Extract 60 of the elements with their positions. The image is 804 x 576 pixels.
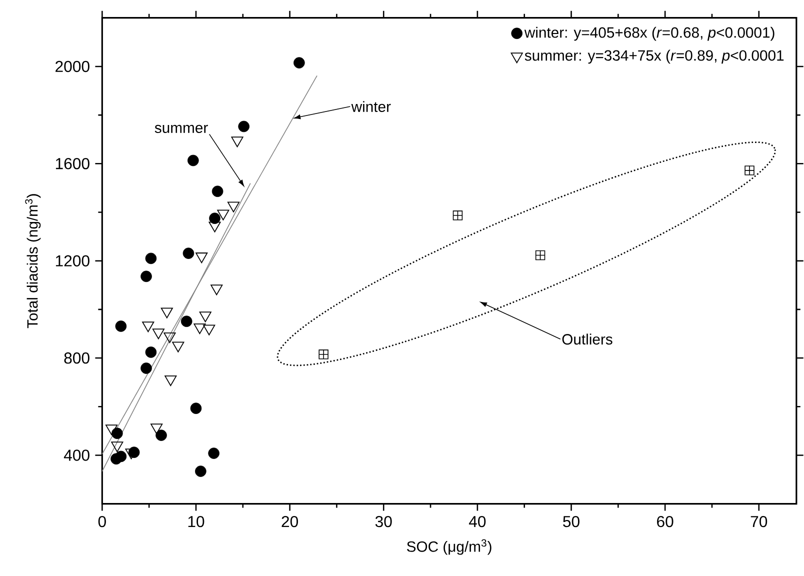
point: [115, 320, 127, 332]
point: [227, 202, 240, 212]
point: [111, 441, 124, 452]
point: [172, 342, 184, 352]
y-tick-label: 2000: [56, 60, 90, 72]
y-tick-label: 1600: [56, 158, 90, 170]
x-tick-label: 40: [468, 516, 486, 528]
annotation: Outliers: [562, 334, 612, 344]
point: [209, 212, 220, 224]
x-tick-label: 20: [282, 516, 298, 528]
legend-label: summer: y=334+75x (r=0.89, p<0.0001: [524, 50, 784, 64]
y-axis-title: Total diacids (ng/m$^{3}$): [25, 194, 41, 328]
x-tick-label: 30: [375, 516, 392, 528]
point: [180, 316, 192, 327]
point: [145, 346, 157, 358]
point: [115, 450, 127, 462]
x-tick-label: 0: [98, 516, 106, 528]
point: [294, 57, 305, 68]
point: [182, 248, 194, 259]
point: [156, 430, 167, 441]
point: [217, 210, 230, 220]
point: [744, 165, 754, 176]
point: [145, 252, 157, 264]
point: [140, 362, 152, 374]
point: [203, 324, 216, 336]
point: [231, 136, 244, 148]
point: [210, 284, 223, 296]
point: [164, 332, 176, 343]
x-tick-label: 50: [563, 516, 580, 528]
point: [112, 428, 123, 439]
point: [212, 186, 224, 197]
point: [199, 311, 212, 322]
x-tick-label: 60: [657, 516, 674, 528]
point: [452, 210, 463, 220]
y-tick-label: 800: [64, 352, 90, 364]
x-axis-title: SOC (μg/m$^{3}$): [406, 539, 492, 555]
point: [238, 120, 250, 132]
point: [318, 349, 328, 360]
point: [194, 323, 206, 334]
point: [208, 222, 221, 232]
point: [188, 154, 199, 166]
legend-label: winter: y=405+68x (r=0.68, p<0.0001): [524, 26, 774, 41]
point: [142, 321, 154, 332]
point: [535, 250, 546, 260]
point: [160, 308, 173, 318]
point: [195, 466, 206, 477]
y-tick-label: 400: [64, 450, 90, 461]
point: [152, 328, 164, 340]
x-tick-label: 70: [750, 516, 768, 528]
x-tick-label: 10: [188, 516, 204, 528]
annotation: summer: [154, 124, 208, 133]
point: [190, 402, 202, 414]
point: [106, 424, 118, 436]
point: [196, 252, 208, 264]
point: [208, 448, 220, 459]
point: [140, 270, 152, 282]
point: [150, 424, 163, 434]
y-tick-label: 1200: [56, 255, 90, 266]
point: [164, 375, 177, 386]
annotation: winter: [351, 100, 391, 112]
